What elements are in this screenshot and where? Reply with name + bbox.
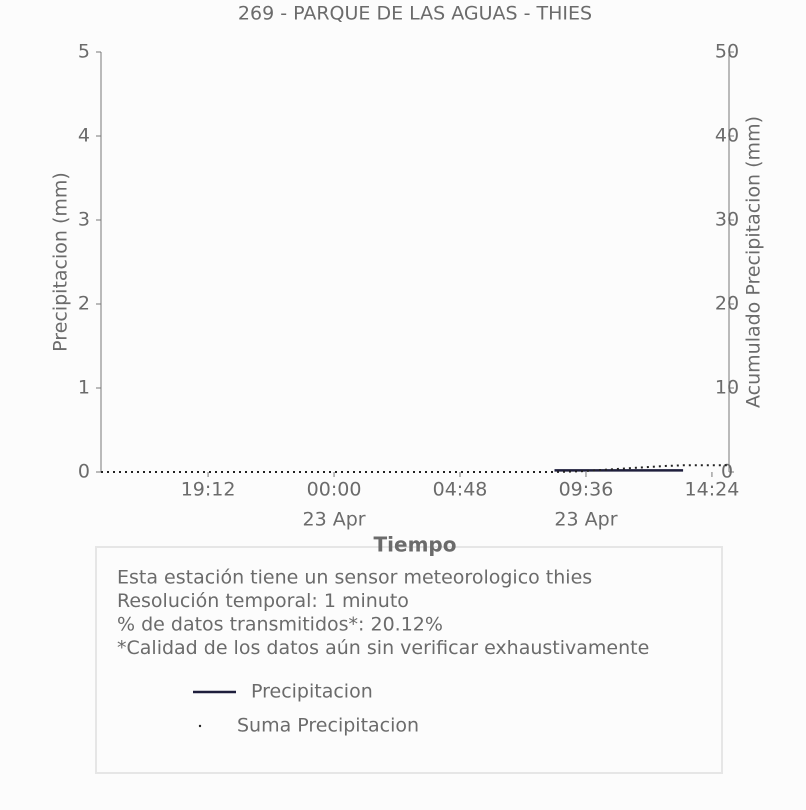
y-tick-label: 0: [78, 461, 90, 483]
chart-title: 269 - PARQUE DE LAS AGUAS - THIES: [238, 3, 592, 25]
x-tick-date: 23 Apr: [554, 509, 617, 531]
y2-tick-label: 10: [715, 377, 739, 399]
note: Esta estación tiene un sensor meteorolog…: [117, 567, 592, 589]
y2-tick-label: 40: [715, 125, 739, 147]
x-tick-date: 23 Apr: [302, 509, 365, 531]
x-tick-label: 04:48: [433, 479, 488, 501]
x-tick-label: 19:12: [181, 479, 236, 501]
legend-label: Precipitacion: [251, 681, 373, 703]
x-tick-label: 00:00: [307, 479, 362, 501]
y2-tick-label: 30: [715, 209, 739, 231]
y-axis-label: Precipitacion (mm): [50, 172, 72, 352]
y2-tick-label: 20: [715, 293, 739, 315]
note: % de datos transmitidos*: 20.12%: [117, 614, 443, 636]
y-tick-label: 5: [78, 41, 90, 63]
legend-box: [95, 546, 723, 774]
x-tick-label: 14:24: [685, 479, 740, 501]
x-tick-label: 09:36: [559, 479, 614, 501]
y-tick-label: 3: [78, 209, 90, 231]
x-axis-label: Tiempo: [374, 533, 457, 557]
note: *Calidad de los datos aún sin verificar …: [117, 637, 649, 659]
legend-marker: [198, 724, 202, 728]
y-tick-label: 2: [78, 293, 90, 315]
y2-tick-label: 50: [715, 41, 739, 63]
legend-label: Suma Precipitacion: [237, 715, 419, 737]
note: Resolución temporal: 1 minuto: [117, 590, 409, 612]
y2-tick-label: 0: [721, 461, 733, 483]
y-tick-label: 4: [78, 125, 90, 147]
y-tick-label: 1: [78, 377, 90, 399]
y2-axis-label: Acumulado Precipitacion (mm): [743, 116, 765, 408]
